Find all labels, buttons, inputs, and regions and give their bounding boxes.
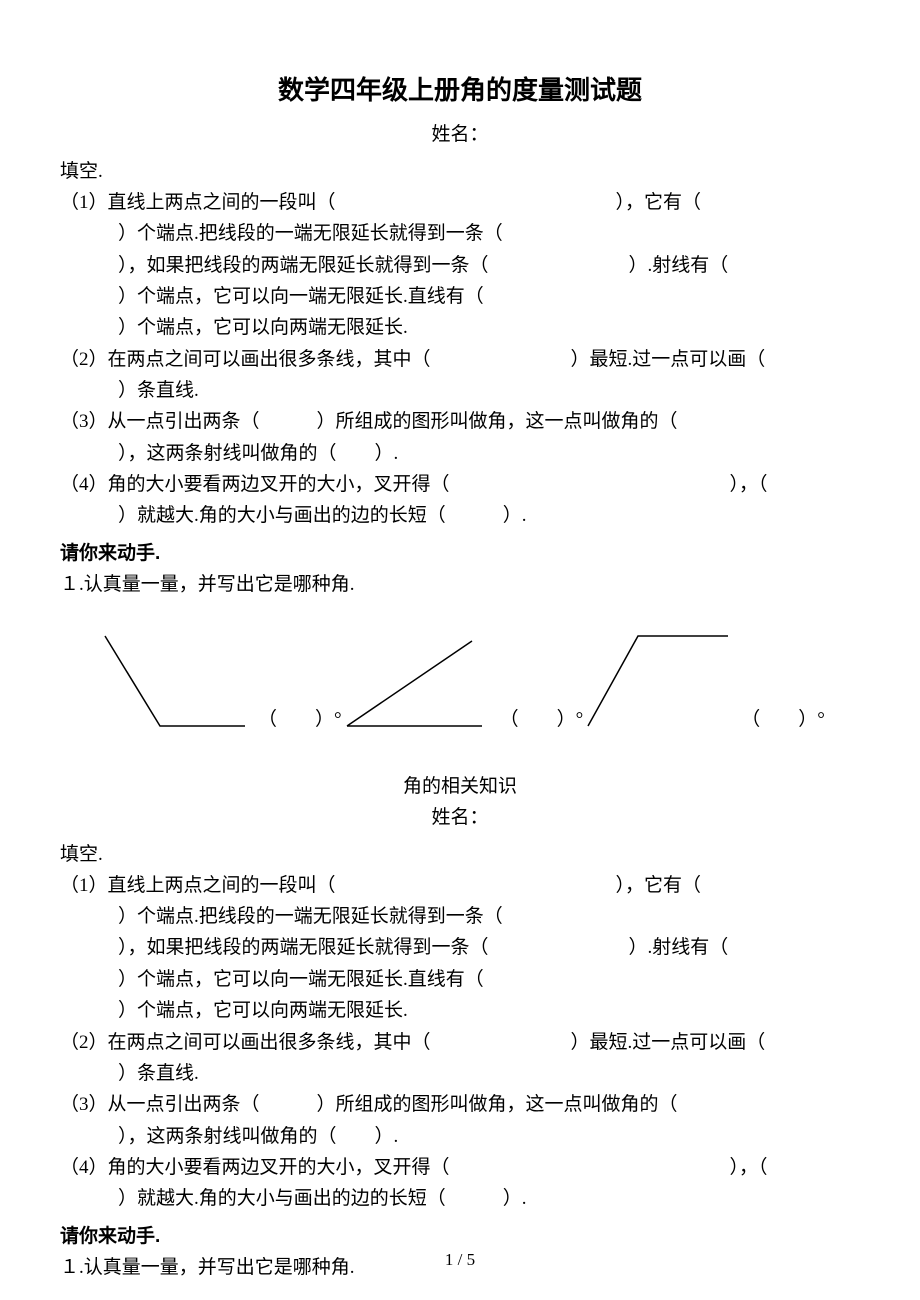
question-3-repeat: （3）从一点引出两条（ ）所组成的图形叫做角，这一点叫做角的（ ），这两条射线叫…	[60, 1089, 860, 1152]
q4r-prefix: （4）	[60, 1157, 108, 1178]
q3-prefix: （3）	[60, 411, 108, 432]
q4r-text-b: ），（	[730, 1157, 768, 1178]
q1r-text-b: ），它有（	[616, 875, 702, 896]
q1r-prefix: （1）	[60, 875, 108, 896]
q2r-text: 在两点之间可以画出很多条线，其中（	[108, 1032, 431, 1053]
angle-1-label: （ ）°	[258, 704, 342, 731]
q4-text: 角的大小要看两边叉开的大小，叉开得（	[108, 474, 450, 495]
q1-line3b: ）.射线有（	[629, 255, 729, 276]
q2-line2: ）条直线.	[118, 380, 199, 401]
q1-line3a: ），如果把线段的两端无限延长就得到一条（	[118, 255, 489, 276]
q1r-line4: ）个端点，它可以向一端无限延长.直线有（	[118, 969, 484, 990]
q1r-line3b: ）.射线有（	[629, 937, 729, 958]
angle-3-label: （ ）°	[741, 704, 825, 731]
question-4-repeat: （4）角的大小要看两边叉开的大小，叉开得（ ），（ ）就越大.角的大小与画出的边的…	[60, 1152, 860, 1215]
fill-blank-label: 填空.	[60, 156, 860, 183]
q2-prefix: （2）	[60, 349, 108, 370]
q4-line2: ）就越大.角的大小与画出的边的长短（ ）.	[118, 505, 527, 526]
angle-3-box: （ ）°	[583, 626, 825, 731]
question-2-repeat: （2）在两点之间可以画出很多条线，其中（ ）最短.过一点可以画（ ）条直线.	[60, 1027, 860, 1090]
question-4: （4）角的大小要看两边叉开的大小，叉开得（ ），（ ）就越大.角的大小与画出的边的…	[60, 469, 860, 532]
q2r-prefix: （2）	[60, 1032, 108, 1053]
angle-2-box: （ ）°	[342, 631, 584, 731]
q1-line2: ）个端点.把线段的一端无限延长就得到一条（	[118, 223, 503, 244]
q1-prefix: （1）	[60, 192, 108, 213]
page-number: 1 / 5	[0, 1250, 920, 1270]
page-title: 数学四年级上册角的度量测试题	[60, 70, 860, 107]
q3r-line2: ），这两条射线叫做角的（ ）.	[118, 1126, 398, 1147]
q4-prefix: （4）	[60, 474, 108, 495]
section2-title: 角的相关知识	[60, 771, 860, 798]
q1-text-b: ），它有（	[616, 192, 702, 213]
angle-3-svg	[583, 626, 733, 731]
name-label: 姓名：	[60, 119, 860, 146]
q2r-text-b: ）最短.过一点可以画（	[571, 1032, 766, 1053]
q1-line5: ）个端点，它可以向两端无限延长.	[118, 317, 408, 338]
question-1-repeat: （1）直线上两点之间的一段叫（ ），它有（ ）个端点.把线段的一端无限延长就得到一…	[60, 870, 860, 1027]
q4-text-b: ），（	[730, 474, 768, 495]
q3r-prefix: （3）	[60, 1094, 108, 1115]
q1r-line5: ）个端点，它可以向两端无限延长.	[118, 1000, 408, 1021]
question-3: （3）从一点引出两条（ ）所组成的图形叫做角，这一点叫做角的（ ），这两条射线叫…	[60, 406, 860, 469]
measure-label: １.认真量一量，并写出它是哪种角.	[60, 569, 860, 596]
question-2: （2）在两点之间可以画出很多条线，其中（ ）最短.过一点可以画（ ）条直线.	[60, 344, 860, 407]
q1r-text: 直线上两点之间的一段叫（	[108, 875, 336, 896]
q1-line4: ）个端点，它可以向一端无限延长.直线有（	[118, 286, 484, 307]
angle-1-svg	[100, 631, 250, 731]
q3r-text: 从一点引出两条（ ）所组成的图形叫做角，这一点叫做角的（	[108, 1094, 678, 1115]
q2-text: 在两点之间可以画出很多条线，其中（	[108, 349, 431, 370]
q2r-line2: ）条直线.	[118, 1063, 199, 1084]
angle-1-box: （ ）°	[100, 631, 342, 731]
q1-text: 直线上两点之间的一段叫（	[108, 192, 336, 213]
q2-text-b: ）最短.过一点可以画（	[571, 349, 766, 370]
q3-text: 从一点引出两条（ ）所组成的图形叫做角，这一点叫做角的（	[108, 411, 678, 432]
q4r-text: 角的大小要看两边叉开的大小，叉开得（	[108, 1157, 450, 1178]
name-label-2: 姓名：	[60, 802, 860, 829]
angles-row: （ ）° （ ）° （ ）°	[100, 611, 820, 731]
q1r-line2: ）个端点.把线段的一端无限延长就得到一条（	[118, 906, 503, 927]
fill-blank-label-2: 填空.	[60, 839, 860, 866]
hands-on-label: 请你来动手.	[60, 538, 860, 565]
angle-2-svg	[342, 631, 492, 731]
angle-2-label: （ ）°	[500, 704, 584, 731]
q1r-line3a: ），如果把线段的两端无限延长就得到一条（	[118, 937, 489, 958]
q4r-line2: ）就越大.角的大小与画出的边的长短（ ）.	[118, 1188, 527, 1209]
hands-on-label-2: 请你来动手.	[60, 1221, 860, 1248]
q3-line2: ），这两条射线叫做角的（ ）.	[118, 443, 398, 464]
question-1: （1）直线上两点之间的一段叫（ ），它有（ ）个端点.把线段的一端无限延长就得到一…	[60, 187, 860, 344]
